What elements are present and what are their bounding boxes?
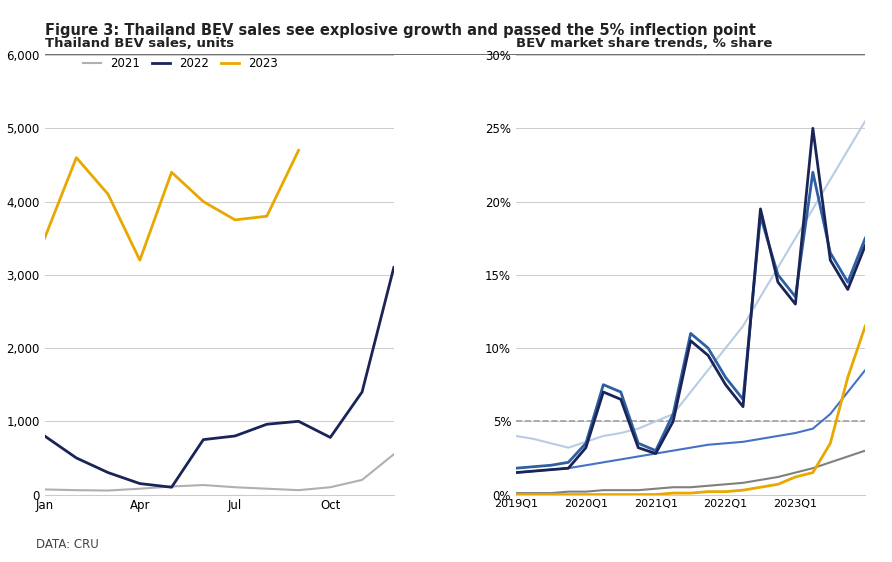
Text: DATA: CRU: DATA: CRU xyxy=(36,538,98,551)
Legend: 2021, 2022, 2023: 2021, 2022, 2023 xyxy=(78,52,283,75)
Text: Figure 3: Thailand BEV sales see explosive growth and passed the 5% inflection p: Figure 3: Thailand BEV sales see explosi… xyxy=(45,22,756,38)
Text: Thailand BEV sales, units: Thailand BEV sales, units xyxy=(45,37,234,50)
Text: BEV market share trends, % share: BEV market share trends, % share xyxy=(516,37,772,50)
